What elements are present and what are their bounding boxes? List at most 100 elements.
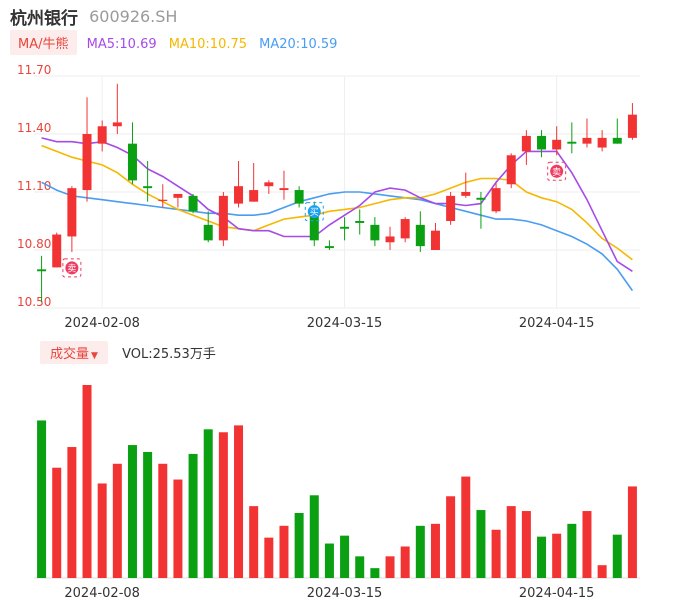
candle-body [67,188,77,237]
candle-body [612,137,622,144]
candle-body [173,193,183,198]
price-tick-label: 11.70 [17,63,51,77]
volume-bar [294,513,304,578]
candle-body [188,195,198,212]
candle-body [537,135,547,150]
candle-body [567,141,577,144]
volume-legend: 成交量 ▼ VOL:25.53万手 [40,341,216,364]
candle-body [97,126,107,144]
volume-bar [234,425,244,578]
volume-bar [476,510,486,578]
buy-signal-marker: 买 [304,202,324,222]
volume-bar [355,556,365,578]
volume-value: VOL:25.53万手 [122,347,216,362]
volume-bar [82,385,92,578]
volume-bar [415,525,425,578]
volume-bar [158,463,168,578]
candle-body [294,190,304,204]
volume-bar [446,496,456,578]
ma10-line [41,144,633,261]
candle-body [264,182,274,187]
volume-bars [37,385,637,578]
volume-bar [430,523,440,578]
volume-bar [203,429,213,578]
volume-bar [309,495,319,578]
candle-body [143,186,153,189]
volume-bar [188,453,198,578]
volume-selector-button[interactable]: 成交量 ▼ [40,341,108,364]
volume-selector-label: 成交量 [50,347,90,362]
candle-body [249,190,259,202]
volume-bar [173,479,183,578]
candle-body [309,209,319,241]
ma20-legend: MA20:10.59 [259,37,338,52]
candle-body [112,122,122,127]
price-tick-label: 11.10 [17,179,51,193]
candle-body [234,186,244,204]
candle-body [385,236,395,243]
volume-bar [491,529,501,578]
volume-bar [627,486,637,578]
volume-bar [324,543,334,578]
ma-selector-button[interactable]: MA/牛熊 [10,30,77,55]
volume-bar [582,511,592,578]
candle-body [127,143,137,181]
price-tick-label: 10.50 [17,295,51,309]
ma-legend: MA/牛熊 MA5:10.69 MA10:10.75 MA20:10.59 [10,30,345,55]
candle-body [446,195,456,221]
volume-bar [461,476,471,578]
candle-body [370,224,380,241]
volume-date-tick-label: 2024-04-15 [519,586,595,601]
candle-body [582,137,592,144]
stock-code: 600926.SH [89,7,178,26]
candle-body [324,246,334,249]
volume-bar [67,447,77,578]
moving-averages [41,137,634,292]
ma5-line [41,137,633,272]
volume-bar [37,420,47,578]
marker-badge [550,164,564,178]
candle-body [340,226,350,229]
volume-bar [385,556,395,578]
candle-body [597,137,607,148]
chevron-down-icon: ▼ [91,351,98,361]
marker-badge [65,261,79,275]
ma20-line [41,181,634,292]
candle-body [627,114,637,138]
candle-body [415,224,425,247]
candle-body [52,234,62,268]
candle-body [218,195,228,241]
candle-body [430,230,440,250]
price-tick-label: 10.80 [17,237,51,251]
volume-bar [506,506,516,578]
marker-frame [304,202,324,222]
signal-markers: 卖买卖 [62,161,567,278]
ma5-legend: MA5:10.69 [86,37,157,52]
candle-body [82,134,92,191]
volume-bar [340,535,350,578]
date-axis: 2024-02-08 2024-02-08 2024-03-15 2024-03-15… [64,316,594,601]
volume-bar [552,533,562,578]
marker-glyph: 买 [310,207,319,218]
volume-bar [264,537,274,578]
candle-body [491,188,501,212]
candle-body [552,139,562,150]
candle-body [506,155,516,185]
volume-bar [279,525,289,578]
volume-bar [612,534,622,578]
marker-frame [547,161,567,181]
candle-body [158,199,168,201]
price-axis: 11.70 11.40 11.10 10.80 10.50 [17,63,51,309]
volume-bar [97,483,107,578]
sell-signal-marker: 卖 [62,258,82,278]
stock-name: 杭州银行 [10,9,78,29]
price-date-tick-label: 2024-04-15 [519,316,595,331]
volume-date-tick-label: 2024-02-08 [64,586,140,601]
volume-bar [370,568,380,578]
marker-frame [62,258,82,278]
volume-bar [218,432,228,578]
volume-bar [52,467,62,578]
candle-body [521,135,531,152]
candle-body [37,269,47,272]
